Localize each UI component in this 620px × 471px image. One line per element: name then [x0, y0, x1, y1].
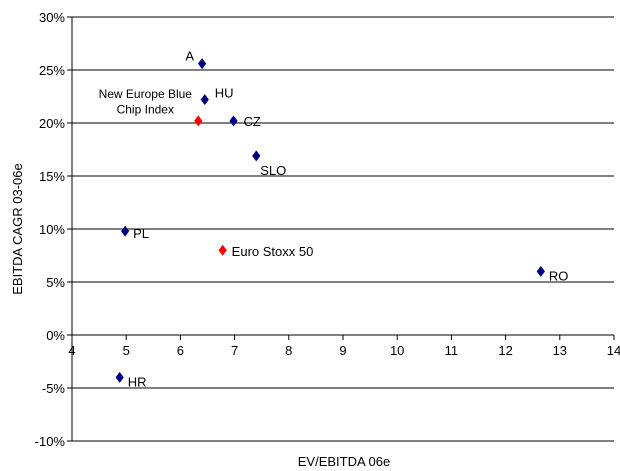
- y-tick-label: 30%: [39, 10, 65, 25]
- x-tick-label: 9: [339, 343, 346, 358]
- label-a: A: [185, 49, 194, 64]
- point-pl: [120, 225, 130, 237]
- label-cz: CZ: [244, 114, 261, 129]
- x-tick-label: 13: [553, 343, 567, 358]
- x-tick-label: 14: [607, 343, 620, 358]
- label-slo: SLO: [260, 163, 286, 178]
- axes: [67, 16, 615, 442]
- point-cz: [229, 115, 238, 127]
- y-tick-label: 10%: [39, 222, 65, 237]
- label-pl: PL: [133, 226, 149, 241]
- x-tick-label: 6: [177, 343, 184, 358]
- y-tick-label: 15%: [39, 169, 65, 184]
- y-tick-label: -10%: [35, 434, 66, 449]
- label-ro: RO: [549, 268, 569, 283]
- point-hu: [200, 94, 209, 106]
- y-tick-label: 5%: [46, 275, 65, 290]
- x-tick-labels: 4 5 6 7 8 9 10 11 12 13 14: [68, 343, 620, 358]
- x-tick-label: 5: [123, 343, 130, 358]
- point-ro: [536, 265, 545, 277]
- x-axis-title: EV/EBITDA 06e: [298, 454, 391, 469]
- y-tick-label: 20%: [39, 116, 65, 131]
- x-tick-label: 12: [498, 343, 512, 358]
- y-tick-label: 25%: [39, 63, 65, 78]
- y-tick-label: 0%: [46, 328, 65, 343]
- x-tick-label: 8: [285, 343, 292, 358]
- label-hr: HR: [128, 374, 147, 389]
- label-euro-stoxx-50: Euro Stoxx 50: [232, 244, 314, 259]
- point-slo: [252, 150, 261, 162]
- x-tick-label: 10: [390, 343, 404, 358]
- point-labels: A HU CZ SLO PL RO HR New Europe Blue Chip Index E…: [99, 49, 569, 390]
- point-a: [197, 58, 207, 70]
- x-tick-label: 4: [68, 343, 75, 358]
- x-tick-label: 11: [445, 343, 459, 358]
- y-axis-title: EBITDA CAGR 03-06e: [10, 163, 25, 295]
- y-tick-labels: -10% -5% 0% 5% 10% 15% 20% 25% 30%: [35, 10, 66, 449]
- point-hr: [115, 371, 124, 383]
- label-line: Chip Index: [117, 102, 174, 116]
- y-tick-label: -5%: [42, 381, 66, 396]
- label-line: New Europe Blue: [99, 87, 193, 101]
- label-hu: HU: [215, 86, 234, 101]
- label-new-europe-blue-chip-index: New Europe Blue Chip Index: [99, 87, 193, 117]
- data-points: [115, 58, 545, 383]
- gridlines: [72, 16, 614, 442]
- point-new-europe-blue-chip-index: [194, 115, 203, 127]
- x-tick-label: 7: [231, 343, 238, 358]
- point-euro-stoxx-50: [218, 244, 227, 256]
